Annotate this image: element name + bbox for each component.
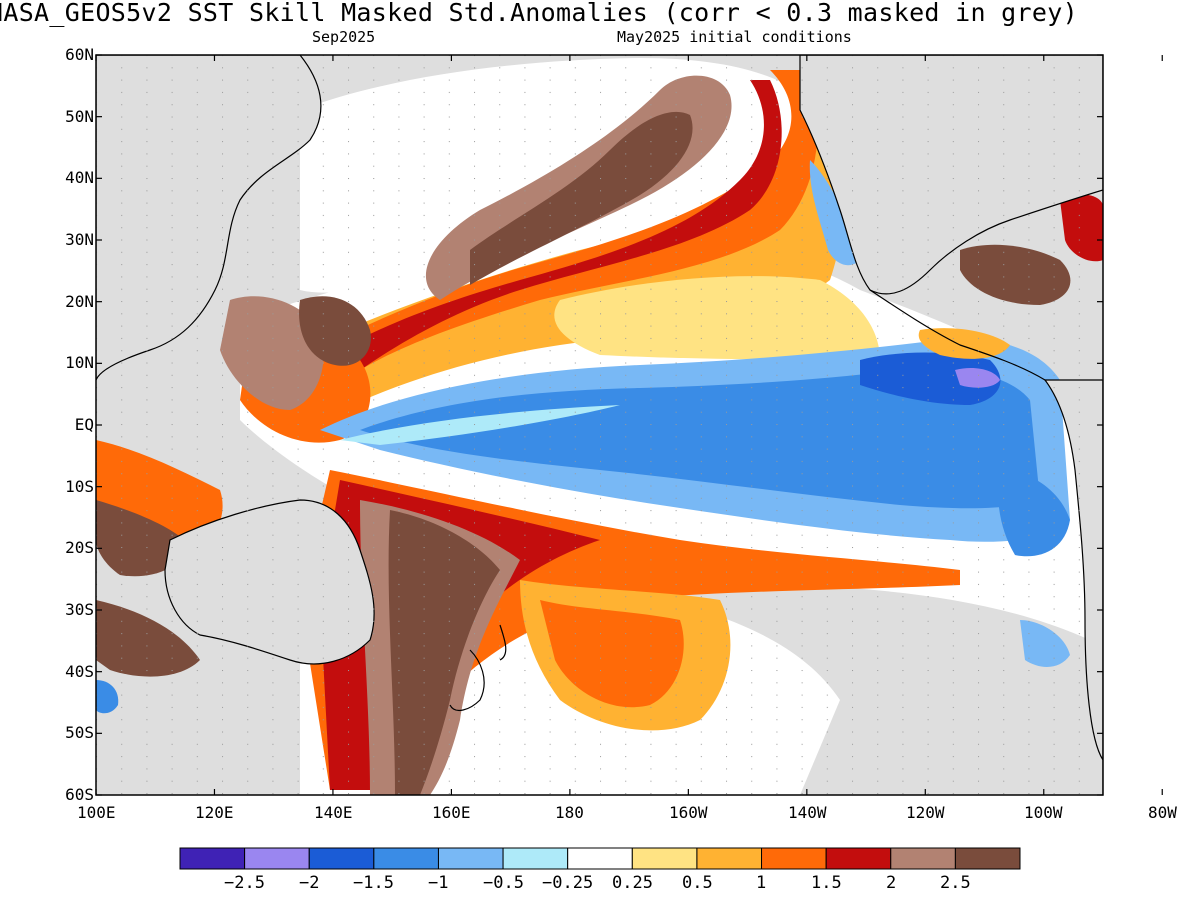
initial-conditions: May2025 initial conditions: [617, 28, 852, 46]
lat-label: 20N: [65, 291, 94, 311]
colorbar-swatch: [308, 847, 375, 870]
lat-label: 60S: [65, 785, 94, 804]
lon-label: 160W: [669, 803, 708, 822]
colorbar-swatch: [954, 847, 1021, 870]
lat-label: 50N: [65, 106, 94, 126]
colorbar-label: 0.5: [682, 873, 713, 893]
colorbar-swatch: [179, 847, 246, 870]
valid-month: Sep2025: [312, 28, 376, 46]
lon-label: 80W: [1148, 803, 1177, 822]
colorbar-swatch: [244, 847, 310, 870]
grid-dots: [96, 55, 1103, 795]
map-title: NASA_GEOS5v2 SST Skill Masked Std.Anomal…: [0, 0, 1078, 27]
colorbar-swatch: [437, 847, 504, 870]
colorbar-label: 2.5: [940, 873, 971, 893]
colorbar-swatch: [696, 847, 763, 870]
lon-label: 140E: [314, 803, 353, 822]
colorbar-swatch: [502, 847, 569, 870]
colorbar-label: −1.5: [353, 873, 394, 893]
lon-label: 160E: [432, 803, 471, 822]
colorbar-swatch: [890, 847, 956, 870]
lon-label: 120E: [195, 803, 234, 822]
colorbar-label: 0.25: [612, 873, 653, 893]
lat-label: 20S: [65, 538, 94, 558]
colorbar-swatch: [631, 847, 698, 870]
lat-label: 30S: [65, 600, 94, 619]
colorbar-label: −0.5: [483, 873, 524, 893]
colorbar-label: −0.25: [542, 873, 594, 893]
lat-label: 40S: [65, 661, 94, 681]
colorbar: [179, 847, 1021, 870]
lon-label: 180: [555, 803, 584, 822]
colorbar-label: 1.5: [811, 873, 842, 893]
lat-label: 40N: [65, 168, 94, 188]
colorbar-label: 1: [756, 873, 767, 893]
lat-label: 30N: [65, 230, 94, 249]
lat-label: 50S: [65, 723, 94, 743]
axis-ticks: [95, 54, 1163, 796]
lat-label: 10N: [65, 353, 94, 373]
colorbar-swatch: [373, 847, 439, 870]
lon-label: 140W: [788, 803, 827, 822]
colorbar-label: −2: [299, 873, 320, 893]
lon-label: 120W: [906, 803, 945, 822]
colorbar-swatch: [825, 847, 892, 870]
lon-label: 100W: [1024, 803, 1063, 822]
lon-label: 100E: [77, 803, 116, 822]
colorbar-swatch: [761, 847, 827, 870]
colorbar-swatch: [567, 847, 633, 870]
lat-label: 10S: [65, 476, 94, 496]
colorbar-label: 2: [886, 873, 897, 893]
colorbar-label: −2.5: [224, 873, 265, 893]
lat-label: EQ: [74, 415, 94, 434]
colorbar-label: −1: [428, 873, 449, 893]
lat-label: 60N: [65, 45, 94, 64]
